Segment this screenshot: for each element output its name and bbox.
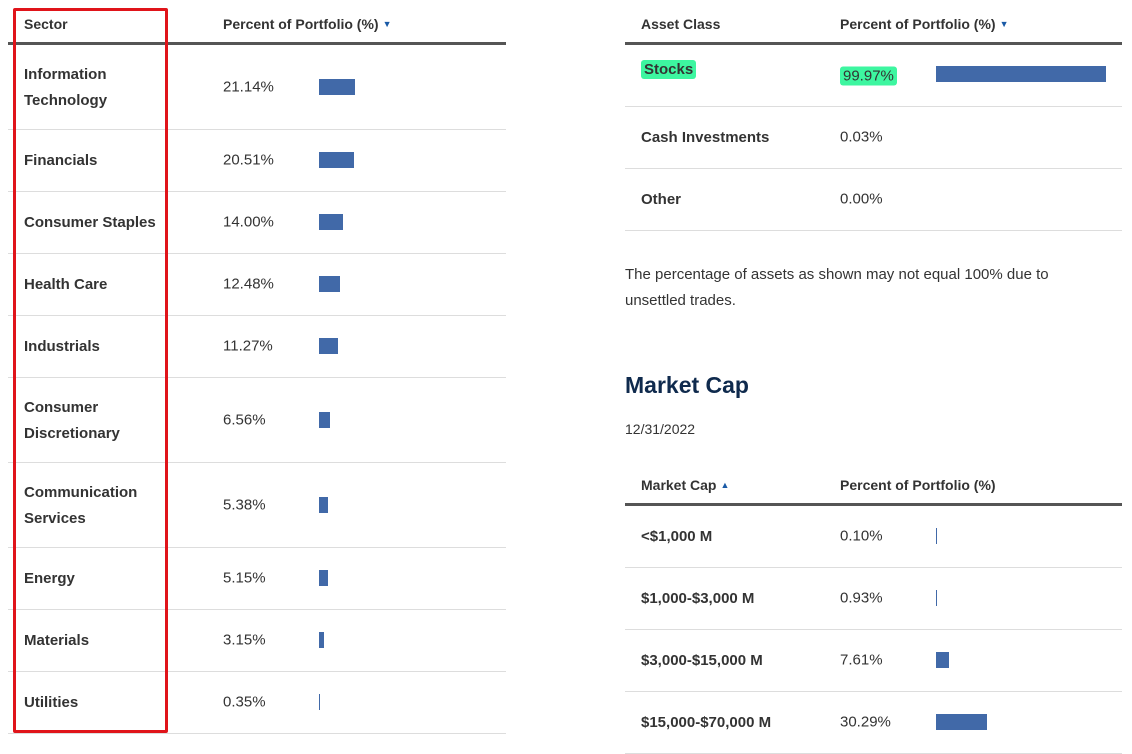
sector-bar [319,570,328,586]
sector-percent-header-label: Percent of Portfolio (%) [223,16,379,32]
sector-rows: Information Technology 21.14% Financials 20… [8,45,506,734]
asset-class-name: Cash Investments [641,129,770,146]
sector-percent: 11.27% [223,337,273,355]
sector-percent: 5.15% [223,569,266,587]
market-cap-bar [936,652,949,668]
market-cap-bar [936,590,937,606]
market-cap-range: <$1,000 M [641,528,713,545]
asset-percent: 99.97% [840,66,897,86]
market-cap-row: <$1,000 M 0.10% [625,506,1122,568]
market-cap-rows: <$1,000 M 0.10% $1,000-$3,000 M 0.93% $3,000… [625,506,1122,754]
asset-bar [936,66,1106,82]
sector-name: Health Care [24,276,108,293]
sector-row: Information Technology 21.14% [8,45,506,130]
sector-bar [319,276,341,292]
asset-percent: 0.03% [840,128,883,146]
right-column: Asset Class Percent of Portfolio (%) ▼ St… [625,0,1122,754]
sector-bar [319,632,325,648]
sector-percent: 12.48% [223,275,274,293]
sector-name: Consumer Discretionary [24,399,120,442]
sector-name: Materials [24,632,90,649]
sector-name: Communication Services [24,484,138,527]
market-cap-percent: 30.29% [840,713,891,731]
sector-row: Utilities 0.35% [8,672,506,734]
sector-table-header: Sector Percent of Portfolio (%) ▼ [8,0,506,45]
sector-percent: 0.35% [223,693,266,711]
sector-row: Communication Services 5.38% [8,463,506,548]
market-cap-table: Market Cap ▲ Percent of Portfolio (%) <$1… [625,461,1122,754]
asset-class-name: Other [641,191,682,208]
market-cap-bar [936,714,988,730]
asset-percent: 0.00% [840,190,883,208]
market-cap-date: 12/31/2022 [625,421,696,437]
market-cap-range: $3,000-$15,000 M [641,652,763,669]
sector-name: Financials [24,152,98,169]
asset-class-column-header[interactable]: Asset Class [641,16,721,32]
sort-desc-icon: ▼ [382,19,392,29]
stocks-label-highlight: Stocks [641,60,697,79]
sector-table: Sector Percent of Portfolio (%) ▼ Informa… [8,0,506,734]
market-cap-title: Market Cap [625,372,749,398]
sector-row: Consumer Staples 14.00% [8,192,506,254]
sector-bar [319,79,355,95]
market-cap-row: $1,000-$3,000 M 0.93% [625,568,1122,630]
sort-asc-icon: ▲ [720,480,730,490]
sector-percent: 5.38% [223,496,266,514]
sector-row: Energy 5.15% [8,548,506,610]
asset-row: Stocks 99.97% [625,45,1122,107]
market-cap-range: $15,000-$70,000 M [641,714,772,731]
sector-bar [319,497,329,513]
sector-row: Industrials 11.27% [8,316,506,378]
market-cap-percent: 0.93% [840,589,883,607]
market-cap-table-header: Market Cap ▲ Percent of Portfolio (%) [625,461,1122,506]
sector-bar [319,694,320,710]
sector-percent: 21.14% [223,78,274,96]
sector-row: Financials 20.51% [8,130,506,192]
asset-table-header: Asset Class Percent of Portfolio (%) ▼ [625,0,1122,45]
asset-rows: Stocks 99.97% Cash Investments 0.03% Other 0.… [625,45,1122,231]
sector-percent: 14.00% [223,213,274,231]
sector-bar [319,152,354,168]
sector-row: Consumer Discretionary 6.56% [8,378,506,463]
sector-percent-column-header[interactable]: Percent of Portfolio (%) ▼ [223,16,391,32]
sector-name: Utilities [24,694,79,711]
sector-name: Industrials [24,338,100,355]
market-cap-column-header[interactable]: Market Cap ▲ [641,477,729,493]
market-cap-row: $15,000-$70,000 M 30.29% [625,692,1122,754]
sector-column-header[interactable]: Sector [24,16,68,32]
asset-percent-header-label: Percent of Portfolio (%) [840,16,996,32]
sector-bar [319,214,343,230]
market-cap-row: $3,000-$15,000 M 7.61% [625,630,1122,692]
sector-name: Energy [24,570,75,587]
market-cap-header-label: Market Cap [641,477,717,493]
sector-name: Information Technology [24,66,108,109]
market-cap-percent: 7.61% [840,651,883,669]
sector-bar [319,412,331,428]
sort-desc-icon: ▼ [999,19,1009,29]
sector-name: Consumer Staples [24,214,156,231]
asset-percent-column-header[interactable]: Percent of Portfolio (%) ▼ [840,16,1008,32]
market-cap-percent: 0.10% [840,527,883,545]
sector-bar [319,338,339,354]
sector-row: Health Care 12.48% [8,254,506,316]
sector-percent: 20.51% [223,151,274,169]
sector-percent: 6.56% [223,411,266,429]
asset-row: Other 0.00% [625,169,1122,231]
unsettled-trades-note: The percentage of assets as shown may no… [625,266,1049,309]
asset-class-name: Stocks [641,57,697,83]
market-cap-percent-column-header[interactable]: Percent of Portfolio (%) [840,477,996,493]
sector-row: Materials 3.15% [8,610,506,672]
market-cap-bar [936,528,937,544]
market-cap-range: $1,000-$3,000 M [641,590,755,607]
sector-percent: 3.15% [223,631,266,649]
asset-row: Cash Investments 0.03% [625,107,1122,169]
